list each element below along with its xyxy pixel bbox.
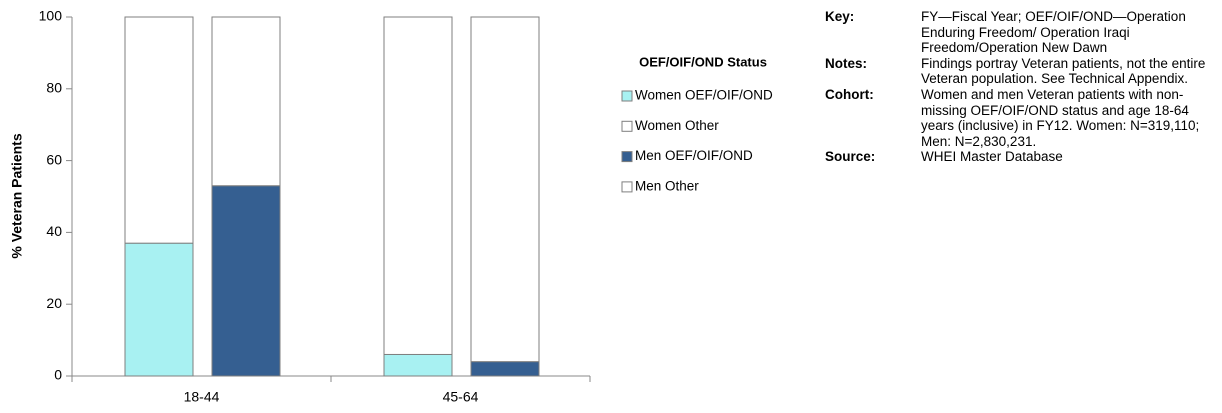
x-tick-label: 18-44 (184, 389, 220, 405)
bar-segment (211, 16, 281, 187)
note-text: FY—Fiscal Year; OEF/OIF/OND—Operation En… (921, 9, 1186, 56)
note-label: Key: (825, 9, 855, 24)
bar-segment (470, 361, 540, 377)
legend-swatch (621, 120, 633, 132)
y-axis-title: % Veteran Patients (9, 133, 25, 258)
note-label: Notes: (825, 55, 868, 71)
chart: % Veteran Patients OEF/OIF/OND Status 0 2… (9, 8, 773, 405)
bar-segment (470, 16, 540, 363)
legend-swatch (621, 181, 633, 193)
legend-label: Women Other (635, 118, 719, 133)
bar-segment (124, 242, 194, 377)
y-tick-label: 0 (54, 367, 62, 383)
bar-segment (211, 185, 281, 377)
y-tick-label: 60 (46, 151, 62, 167)
note-label: Source: (825, 149, 876, 165)
bar-segment (124, 16, 194, 244)
x-tick-label: 45-64 (443, 389, 479, 405)
note-label: Cohort: (825, 86, 874, 102)
y-tick-label: 40 (46, 223, 62, 239)
legend-title: OEF/OIF/OND Status (639, 54, 767, 69)
note-text: Findings portray Veteran patients, not t… (921, 55, 1206, 87)
legend-label: Women OEF/OIF/OND (635, 88, 773, 103)
legend-swatch (621, 151, 633, 163)
bar-segment (383, 16, 453, 355)
y-tick-label: 80 (46, 80, 62, 96)
note-text: WHEI Master Database (921, 149, 1063, 165)
legend-label: Men Other (635, 178, 699, 193)
legend-label: Men OEF/OIF/OND (635, 148, 753, 163)
note-text: Women and men Veteran patients with non-… (921, 86, 1200, 149)
y-tick-label: 100 (39, 8, 63, 24)
notes: Key: FY—Fiscal Year; OEF/OIF/OND—Operatio… (825, 9, 1213, 165)
y-tick-label: 20 (46, 295, 62, 311)
bar-segment (383, 353, 453, 377)
legend-swatch (621, 90, 633, 102)
